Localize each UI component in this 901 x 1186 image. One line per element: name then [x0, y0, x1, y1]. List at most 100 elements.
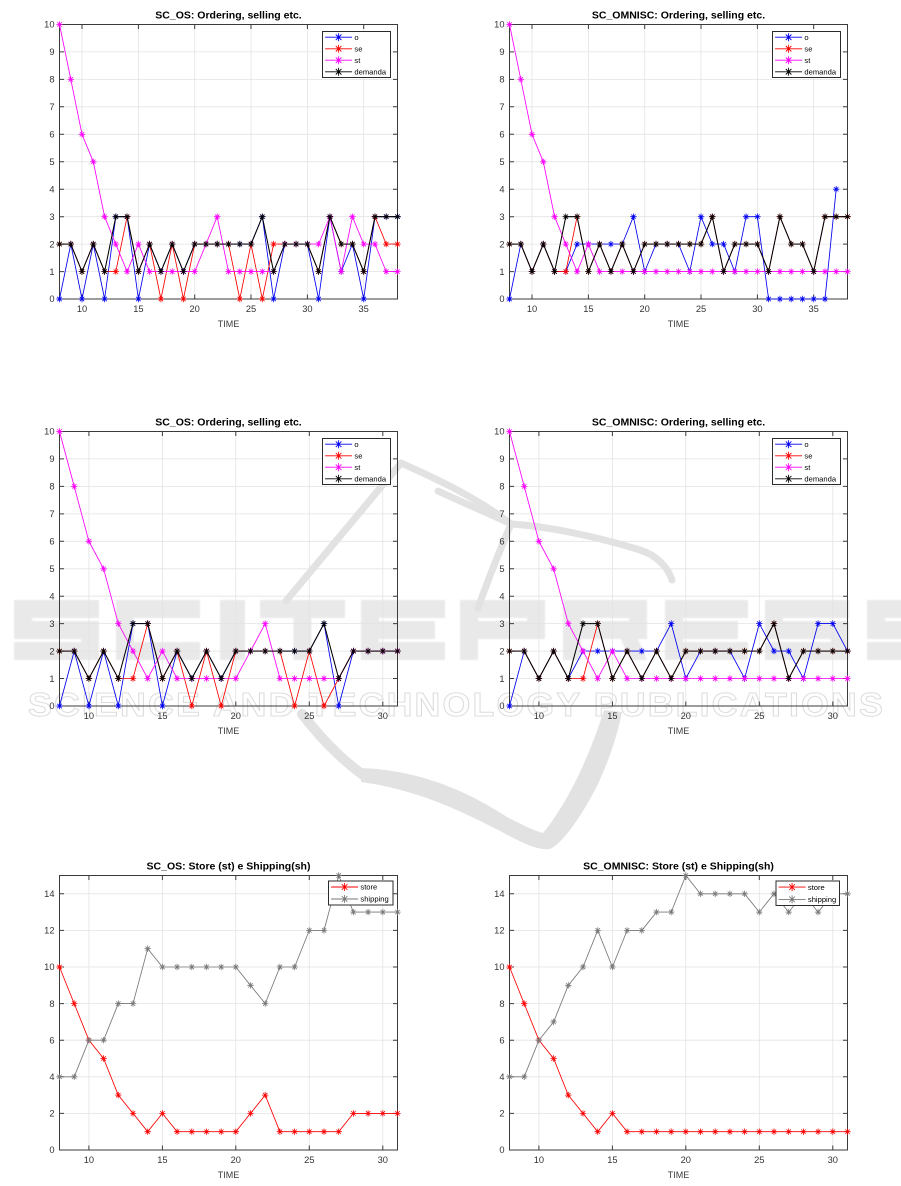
svg-text:9: 9 [499, 454, 504, 464]
svg-text:10: 10 [44, 427, 54, 437]
svg-text:10: 10 [44, 962, 54, 972]
svg-text:10: 10 [84, 711, 94, 721]
svg-text:30: 30 [828, 711, 838, 721]
svg-text:30: 30 [302, 304, 312, 314]
svg-text:4: 4 [499, 184, 504, 194]
svg-text:o: o [804, 33, 808, 42]
svg-text:6: 6 [49, 1035, 54, 1045]
svg-text:TIME: TIME [668, 319, 690, 329]
svg-text:st: st [354, 56, 361, 65]
svg-text:SC_OMNISC: Ordering, selling e: SC_OMNISC: Ordering, selling etc. [592, 417, 765, 429]
svg-text:35: 35 [359, 304, 369, 314]
svg-text:20: 20 [231, 1155, 241, 1165]
svg-text:se: se [804, 45, 812, 54]
svg-text:8: 8 [499, 482, 504, 492]
svg-text:12: 12 [44, 926, 54, 936]
svg-text:st: st [804, 463, 811, 472]
svg-text:10: 10 [77, 304, 87, 314]
svg-text:SC_OMNISC: Ordering, selling e: SC_OMNISC: Ordering, selling etc. [592, 10, 765, 22]
svg-text:12: 12 [494, 926, 504, 936]
svg-text:0: 0 [499, 1145, 504, 1155]
svg-text:3: 3 [49, 212, 54, 222]
svg-text:7: 7 [499, 102, 504, 112]
svg-text:14: 14 [44, 889, 54, 899]
svg-text:store: store [808, 883, 825, 892]
svg-text:2: 2 [499, 1109, 504, 1119]
svg-text:TIME: TIME [218, 319, 240, 329]
svg-text:20: 20 [190, 304, 200, 314]
svg-text:demanda: demanda [804, 68, 836, 77]
svg-text:TIME: TIME [668, 1170, 690, 1180]
svg-text:2: 2 [49, 1109, 54, 1119]
svg-text:TIME: TIME [218, 1170, 240, 1180]
svg-text:9: 9 [499, 47, 504, 57]
svg-text:3: 3 [49, 619, 54, 629]
svg-text:o: o [804, 440, 808, 449]
svg-text:20: 20 [640, 304, 650, 314]
svg-text:25: 25 [246, 304, 256, 314]
svg-text:10: 10 [494, 962, 504, 972]
svg-text:se: se [804, 451, 812, 460]
svg-text:5: 5 [49, 564, 54, 574]
svg-text:30: 30 [752, 304, 762, 314]
svg-text:20: 20 [681, 711, 691, 721]
svg-text:10: 10 [494, 20, 504, 30]
svg-text:se: se [354, 451, 362, 460]
svg-text:0: 0 [499, 294, 504, 304]
svg-text:4: 4 [49, 591, 54, 601]
svg-text:8: 8 [499, 75, 504, 85]
svg-text:25: 25 [696, 304, 706, 314]
svg-text:25: 25 [304, 711, 314, 721]
svg-text:2: 2 [499, 239, 504, 249]
svg-text:store: store [360, 883, 377, 892]
svg-text:SC_OS: Store (st) e Shipping(s: SC_OS: Store (st) e Shipping(sh) [147, 861, 311, 873]
svg-text:0: 0 [49, 701, 54, 711]
svg-text:8: 8 [49, 482, 54, 492]
svg-text:o: o [354, 440, 358, 449]
svg-text:1: 1 [499, 674, 504, 684]
svg-text:SCIENCE AND TECHNOLOGY PUBLICA: SCIENCE AND TECHNOLOGY PUBLICATIONS [28, 686, 885, 723]
svg-text:0: 0 [49, 294, 54, 304]
svg-text:demanda: demanda [804, 474, 836, 483]
svg-text:25: 25 [754, 711, 764, 721]
svg-text:35: 35 [809, 304, 819, 314]
svg-text:2: 2 [49, 239, 54, 249]
svg-text:shipping: shipping [808, 895, 836, 904]
svg-text:8: 8 [49, 999, 54, 1009]
svg-text:15: 15 [157, 711, 167, 721]
svg-text:se: se [354, 45, 362, 54]
svg-text:15: 15 [133, 304, 143, 314]
svg-text:6: 6 [499, 537, 504, 547]
svg-text:7: 7 [499, 509, 504, 519]
svg-text:4: 4 [49, 1072, 54, 1082]
svg-text:2: 2 [49, 646, 54, 656]
svg-text:20: 20 [231, 711, 241, 721]
svg-text:6: 6 [49, 537, 54, 547]
svg-text:3: 3 [499, 212, 504, 222]
svg-text:demanda: demanda [354, 474, 386, 483]
svg-text:1: 1 [49, 267, 54, 277]
svg-text:5: 5 [499, 564, 504, 574]
svg-text:7: 7 [49, 509, 54, 519]
svg-text:8: 8 [49, 75, 54, 85]
svg-text:15: 15 [157, 1155, 167, 1165]
svg-text:9: 9 [49, 47, 54, 57]
svg-text:1: 1 [49, 674, 54, 684]
svg-text:SC_OMNISC: Store (st) e Shippi: SC_OMNISC: Store (st) e Shipping(sh) [583, 861, 774, 873]
svg-text:14: 14 [494, 889, 504, 899]
svg-text:1: 1 [499, 267, 504, 277]
svg-text:TIME: TIME [668, 726, 690, 736]
svg-text:4: 4 [499, 591, 504, 601]
svg-text:0: 0 [49, 1145, 54, 1155]
svg-text:st: st [354, 463, 361, 472]
svg-text:7: 7 [49, 102, 54, 112]
svg-text:6: 6 [49, 130, 54, 140]
svg-text:15: 15 [607, 711, 617, 721]
svg-text:10: 10 [84, 1155, 94, 1165]
svg-text:20: 20 [681, 1155, 691, 1165]
svg-text:30: 30 [378, 1155, 388, 1165]
svg-text:TIME: TIME [218, 726, 240, 736]
svg-text:9: 9 [49, 454, 54, 464]
svg-text:10: 10 [44, 20, 54, 30]
svg-text:SC_OS: Ordering, selling etc.: SC_OS: Ordering, selling etc. [155, 10, 302, 22]
